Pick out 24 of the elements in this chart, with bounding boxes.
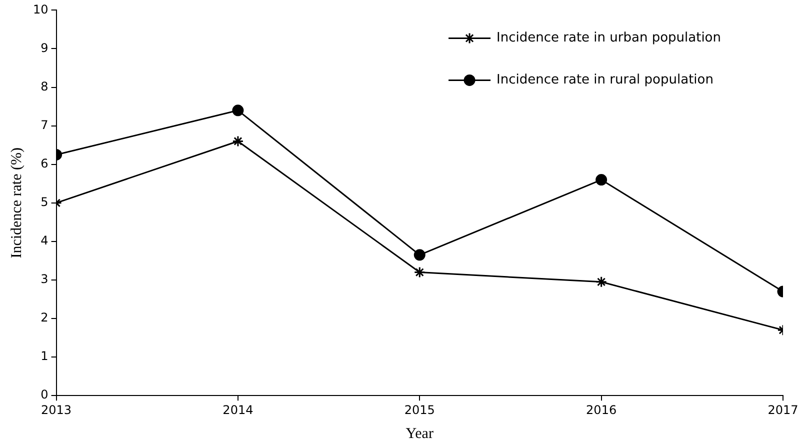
y-tick-label: 0: [40, 388, 48, 402]
y-tick-label: 3: [40, 272, 48, 286]
legend-label: Incidence rate in rural population: [496, 72, 714, 88]
point: [232, 135, 244, 147]
y-tick-label: 8: [40, 79, 48, 94]
x-tick-label: 2014: [222, 402, 254, 417]
y-tick-label: 6: [40, 156, 48, 170]
x-tick-label: 2013: [40, 402, 72, 417]
y-tick-label: 5: [40, 195, 48, 210]
x-tick-label: 2016: [586, 402, 617, 417]
y-tick-label: 7: [40, 118, 48, 132]
y-tick-label: 2: [40, 310, 48, 325]
x-tick-label: 2015: [404, 402, 435, 417]
y-tick-label: 9: [40, 40, 48, 55]
point: [414, 249, 426, 261]
y-axis-title: Incidence rate (%): [8, 148, 25, 258]
y-tick-label: 4: [40, 234, 48, 248]
y-tick-label: 10: [32, 2, 48, 16]
y-tick-label: 1: [40, 349, 48, 364]
point: [414, 266, 426, 278]
x-tick-label: 2017: [768, 402, 798, 417]
x-axis-title: Year: [406, 426, 434, 442]
point: [232, 104, 244, 116]
legend-label: Incidence rate in urban population: [496, 30, 722, 46]
